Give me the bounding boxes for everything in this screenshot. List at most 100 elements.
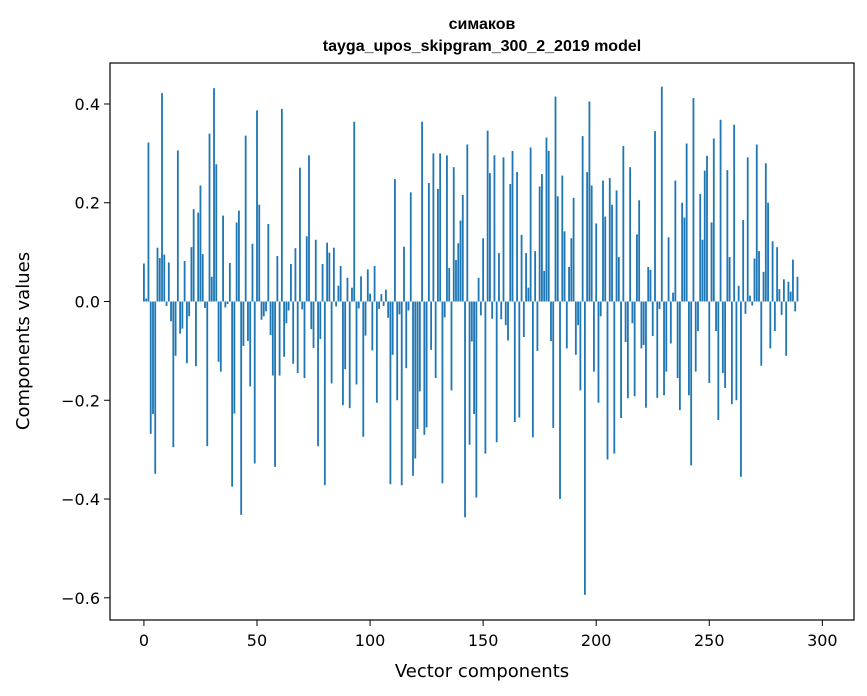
bar-204 bbox=[604, 216, 607, 302]
bar-104 bbox=[378, 301, 381, 309]
bar-79 bbox=[321, 263, 324, 302]
bar-202 bbox=[599, 301, 602, 317]
bar-90 bbox=[346, 277, 349, 302]
bar-174 bbox=[536, 301, 539, 351]
bar-260 bbox=[730, 301, 733, 405]
bar-78 bbox=[319, 301, 322, 340]
bar-143 bbox=[466, 144, 469, 302]
bar-262 bbox=[735, 301, 738, 401]
bar-93 bbox=[353, 121, 356, 302]
x-tick-label: 300 bbox=[807, 631, 838, 650]
bar-118 bbox=[409, 192, 412, 302]
bar-61 bbox=[280, 108, 283, 302]
bar-31 bbox=[213, 88, 215, 302]
bar-29 bbox=[208, 133, 211, 302]
bar-180 bbox=[550, 301, 552, 341]
bar-261 bbox=[733, 124, 736, 302]
bar-10 bbox=[165, 301, 168, 306]
bar-17 bbox=[181, 301, 184, 329]
bar-267 bbox=[746, 157, 749, 302]
bar-129 bbox=[434, 301, 437, 379]
bar-120 bbox=[414, 301, 417, 459]
bar-135 bbox=[448, 267, 451, 302]
bar-83 bbox=[330, 301, 333, 384]
bar-240 bbox=[685, 143, 688, 302]
bar-15 bbox=[176, 150, 179, 302]
bar-124 bbox=[423, 301, 426, 435]
bar-57 bbox=[271, 301, 274, 376]
bar-263 bbox=[737, 285, 740, 302]
bar-270 bbox=[753, 258, 756, 302]
bar-216 bbox=[631, 301, 634, 324]
bar-271 bbox=[755, 144, 758, 302]
bar-48 bbox=[251, 243, 254, 302]
bar-284 bbox=[785, 301, 788, 356]
bar-279 bbox=[773, 301, 776, 332]
bar-19 bbox=[185, 301, 188, 364]
bar-169 bbox=[525, 253, 527, 302]
bar-207 bbox=[611, 204, 613, 302]
bar-187 bbox=[565, 301, 568, 349]
bar-56 bbox=[269, 301, 272, 336]
bar-213 bbox=[624, 301, 627, 342]
bar-215 bbox=[629, 167, 632, 302]
bar-190 bbox=[572, 197, 575, 302]
bar-41 bbox=[235, 222, 238, 302]
bar-123 bbox=[421, 121, 423, 302]
bar-171 bbox=[529, 147, 532, 302]
bar-206 bbox=[608, 178, 611, 302]
bar-13 bbox=[172, 301, 175, 448]
bar-70 bbox=[301, 301, 304, 310]
bar-87 bbox=[339, 265, 342, 302]
bar-224 bbox=[649, 269, 652, 302]
bar-163 bbox=[511, 150, 514, 302]
bar-194 bbox=[581, 136, 584, 302]
y-tick-label: 0.0 bbox=[75, 293, 100, 312]
bar-3 bbox=[149, 301, 152, 434]
bar-25 bbox=[199, 185, 202, 302]
bar-43 bbox=[240, 301, 243, 515]
bar-5 bbox=[154, 301, 157, 474]
bar-65 bbox=[290, 263, 292, 302]
bar-257 bbox=[724, 301, 727, 388]
bar-195 bbox=[583, 301, 586, 595]
bar-274 bbox=[762, 271, 765, 302]
bar-239 bbox=[683, 217, 686, 302]
bar-186 bbox=[563, 231, 566, 302]
bar-134 bbox=[446, 155, 448, 302]
bar-178 bbox=[545, 137, 548, 302]
bar-283 bbox=[782, 279, 785, 302]
bar-241 bbox=[688, 301, 690, 396]
y-tick-label: −0.2 bbox=[61, 391, 100, 410]
bar-255 bbox=[719, 119, 722, 302]
bar-73 bbox=[308, 155, 310, 302]
plot-frame bbox=[109, 62, 855, 621]
bar-23 bbox=[195, 301, 197, 367]
bar-266 bbox=[744, 301, 747, 314]
bar-272 bbox=[758, 251, 760, 302]
bar-208 bbox=[613, 301, 616, 454]
bar-217 bbox=[633, 301, 636, 397]
bar-136 bbox=[450, 301, 453, 391]
bar-20 bbox=[188, 301, 191, 317]
bar-116 bbox=[405, 301, 408, 369]
bar-44 bbox=[242, 301, 245, 346]
bar-173 bbox=[534, 251, 537, 302]
bar-21 bbox=[190, 247, 193, 302]
bar-108 bbox=[387, 301, 390, 318]
bar-40 bbox=[233, 301, 236, 414]
y-tick-label: 0.4 bbox=[75, 95, 100, 114]
bar-128 bbox=[432, 153, 435, 302]
bar-191 bbox=[574, 301, 577, 355]
bar-242 bbox=[690, 301, 693, 466]
bar-288 bbox=[794, 301, 797, 312]
bar-142 bbox=[464, 301, 466, 518]
bar-159 bbox=[502, 157, 505, 302]
bar-62 bbox=[283, 301, 286, 357]
bar-176 bbox=[541, 174, 543, 302]
bar-101 bbox=[371, 301, 374, 351]
bar-37 bbox=[226, 301, 229, 304]
bar-155 bbox=[493, 155, 496, 302]
bar-54 bbox=[265, 301, 267, 312]
bar-182 bbox=[554, 96, 557, 302]
